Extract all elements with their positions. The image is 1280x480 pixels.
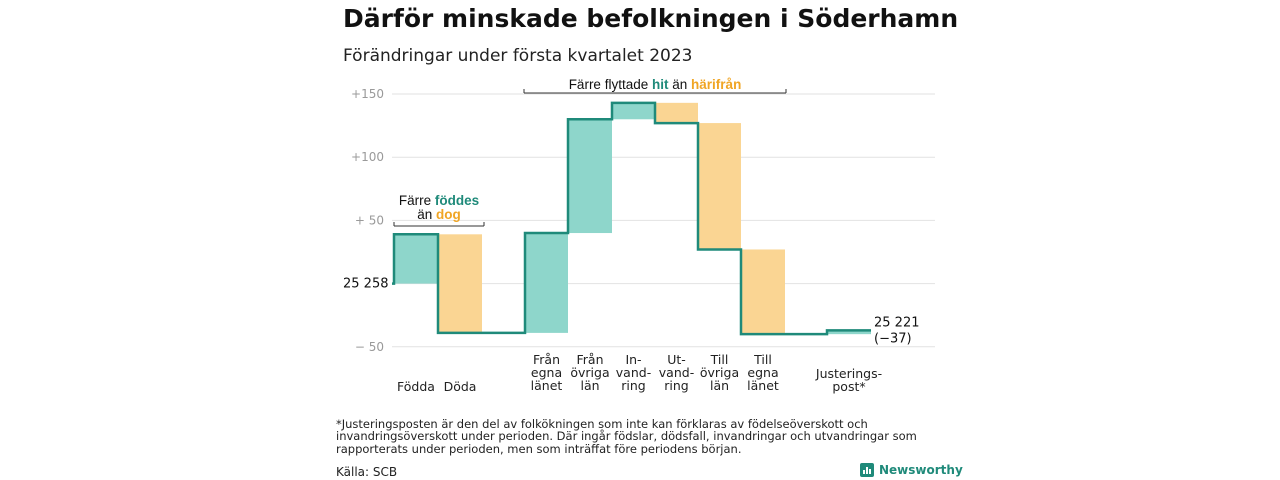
migration-annotation: Färre flyttade hit än härifrån [569, 77, 742, 92]
y-tick-label: +100 [351, 150, 384, 164]
category-label: vand- [659, 365, 694, 380]
category-label: ring [621, 378, 645, 393]
category-label: In- [625, 352, 641, 367]
source: Källa: SCB [336, 465, 398, 479]
category-label: Födda [397, 379, 435, 394]
category-label: Från [576, 352, 603, 367]
bar-4 [612, 102, 655, 120]
category-label: Döda [444, 379, 477, 394]
category-label: länet [747, 378, 779, 393]
category-label: Till [710, 352, 729, 367]
category-label: Till [753, 352, 772, 367]
chart-title: Därför minskade befolkningen i Söderhamn [343, 4, 959, 33]
brand-logo[interactable]: Newsworthy [860, 463, 963, 477]
cumulative-line [392, 101, 871, 336]
births-annotation-line2: än dog [417, 207, 461, 222]
category-label: egna [747, 365, 778, 380]
y-tick-label: +150 [351, 87, 384, 101]
category-label: Från [533, 352, 560, 367]
bar-8 [827, 330, 871, 335]
chart-subtitle: Förändringar under första kvartalet 2023 [343, 46, 693, 66]
category-label: Ut- [667, 352, 686, 367]
newsworthy-icon [860, 463, 874, 477]
category-label: län [710, 378, 729, 393]
category-label: post* [832, 379, 865, 394]
bars [394, 102, 871, 335]
category-label: övriga [700, 365, 739, 380]
cumulative-line-path [392, 101, 871, 336]
y-tick-label: − 50 [355, 340, 384, 354]
bar-0 [394, 234, 438, 284]
births-annotation-line1: Färre föddes [399, 193, 479, 208]
bar-2 [525, 233, 568, 333]
bar-5 [655, 102, 698, 124]
category-label: länet [531, 378, 563, 393]
bar-6 [698, 123, 741, 250]
bar-1 [438, 234, 482, 333]
grid-lines: +150 +100 + 50 − 50 [351, 87, 935, 354]
category-label: Justerings- [815, 366, 882, 381]
start-value-label: 25 258 [343, 277, 389, 292]
end-change-label: (−37) [874, 331, 912, 346]
category-label: län [580, 378, 599, 393]
brand-name: Newsworthy [879, 463, 963, 477]
category-label: vand- [616, 365, 651, 380]
end-value-label: 25 221 [874, 315, 920, 330]
category-label: övriga [570, 365, 609, 380]
bar-7 [741, 249, 785, 335]
y-tick-label: + 50 [355, 213, 384, 227]
footnote: *Justeringsposten är den del av folkökni… [336, 417, 917, 456]
category-label: ring [664, 378, 688, 393]
category-label: egna [531, 365, 562, 380]
bar-3 [568, 119, 612, 234]
